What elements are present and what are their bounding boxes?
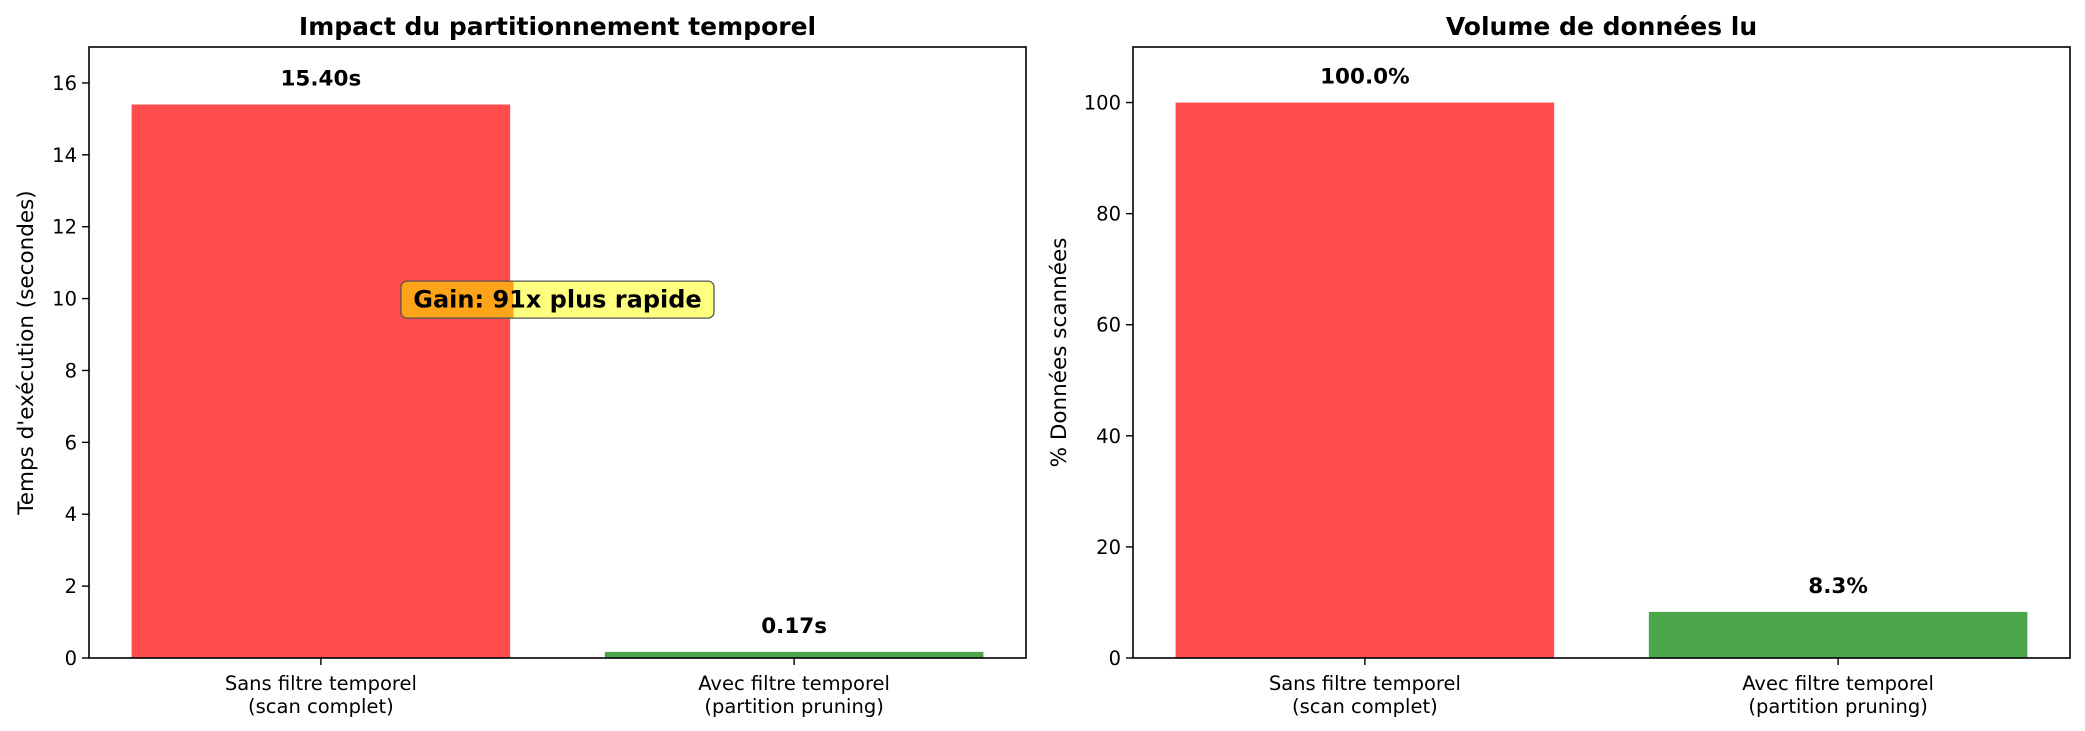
y-tick-label: 10	[52, 288, 77, 311]
chart-title: Impact du partitionnement temporel	[299, 12, 816, 41]
x-tick-label: (partition pruning)	[704, 695, 883, 718]
y-axis-label: % Données scannées	[1047, 238, 1072, 468]
y-tick-label: 0	[65, 647, 77, 670]
bar-1	[1175, 102, 1555, 658]
y-tick-label: 6	[65, 431, 77, 454]
bar-value-label-1: 100.0%	[1320, 65, 1410, 90]
annotation-box	[400, 280, 715, 319]
x-tick-label: (scan complet)	[1292, 695, 1438, 718]
x-tick-label: Sans filtre temporel	[1269, 672, 1461, 695]
panel-1: 15.40s 0.17s 0 2 4 6 8 10 12 14 16 Sans filtre temp…	[14, 12, 1027, 718]
chart-title: Volume de données lu	[1446, 12, 1757, 41]
y-tick-label: 2	[65, 575, 77, 598]
y-tick-label: 20	[1096, 536, 1121, 559]
bar-2	[604, 651, 984, 658]
plot-frame	[1132, 46, 2071, 659]
plot-frame	[88, 46, 1027, 659]
bar-value-label-1: 15.40s	[280, 67, 361, 92]
y-tick-label: 60	[1096, 314, 1121, 337]
annotation-text: Gain: 91x plus rapide	[413, 286, 701, 314]
y-tick-label: 80	[1096, 203, 1121, 226]
y-tick-label: 12	[52, 216, 77, 239]
x-tick-label: Sans filtre temporel	[225, 672, 417, 695]
x-tick-label: Avec filtre temporel	[1742, 672, 1934, 695]
y-tick-label: 100	[1084, 92, 1121, 115]
panel-2: 100.0% 8.3% 0 20 40 60 80 100 Sans filtre tempor…	[1047, 12, 2071, 718]
x-tick-label: (scan complet)	[248, 695, 394, 718]
y-tick-label: 4	[65, 503, 77, 526]
x-tick-label: Avec filtre temporel	[698, 672, 890, 695]
y-tick-label: 8	[65, 359, 77, 382]
y-tick-label: 16	[52, 72, 77, 95]
y-tick-label: 0	[1109, 647, 1121, 670]
bar-value-label-2: 0.17s	[761, 614, 827, 639]
y-axis-label: Temps d'exécution (secondes)	[14, 190, 39, 515]
bar-value-label-2: 8.3%	[1808, 574, 1868, 599]
y-tick-label: 14	[52, 144, 77, 167]
y-tick-label: 40	[1096, 425, 1121, 448]
x-tick-label: (partition pruning)	[1748, 695, 1927, 718]
bar-2	[1648, 611, 2028, 658]
bar-1	[131, 104, 511, 659]
